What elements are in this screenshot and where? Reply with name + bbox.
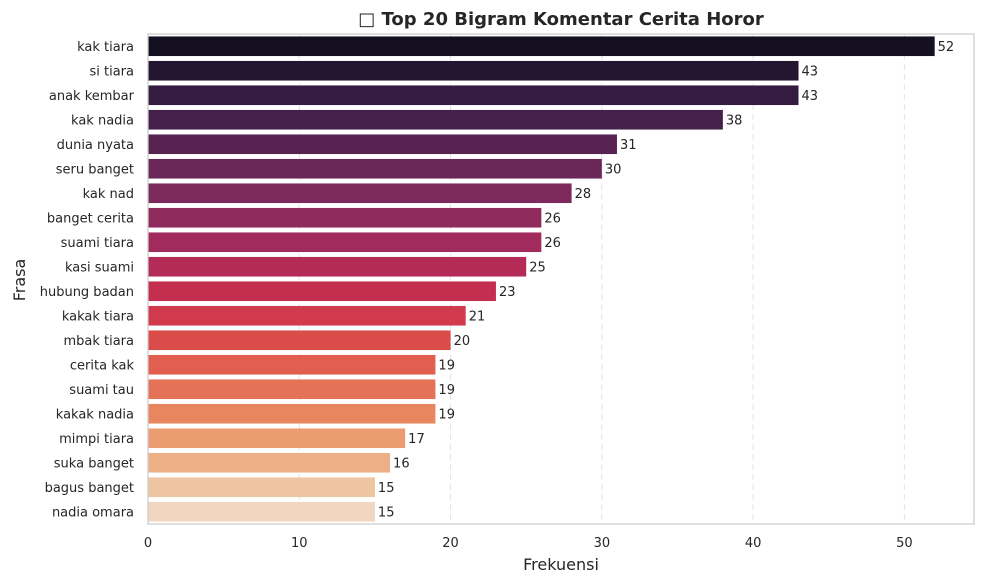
bar bbox=[148, 183, 572, 204]
category-label: mbak tiara bbox=[63, 334, 134, 349]
category-label: anak kembar bbox=[49, 89, 135, 104]
category-label: suka banget bbox=[54, 456, 134, 471]
value-label: 26 bbox=[544, 211, 561, 226]
bar bbox=[148, 134, 617, 155]
category-label: dunia nyata bbox=[57, 138, 134, 153]
value-label: 52 bbox=[938, 40, 955, 55]
value-label: 43 bbox=[802, 64, 819, 79]
value-label: 20 bbox=[454, 334, 471, 349]
bar bbox=[148, 428, 406, 449]
value-label: 25 bbox=[529, 260, 546, 275]
category-label: kak nad bbox=[83, 187, 134, 202]
category-label: nadia omara bbox=[52, 505, 134, 520]
value-label: 19 bbox=[438, 407, 455, 422]
value-label: 31 bbox=[620, 138, 637, 153]
category-label: mimpi tiara bbox=[59, 432, 134, 447]
category-label: seru banget bbox=[56, 162, 134, 177]
value-label: 19 bbox=[438, 358, 455, 373]
bar bbox=[148, 158, 602, 179]
value-label: 21 bbox=[469, 309, 486, 324]
category-label: kak nadia bbox=[71, 113, 134, 128]
value-label: 38 bbox=[726, 113, 743, 128]
value-label: 16 bbox=[393, 456, 410, 471]
category-label: banget cerita bbox=[47, 211, 134, 226]
category-label: kakak nadia bbox=[56, 407, 134, 422]
value-label: 23 bbox=[499, 285, 516, 300]
value-label: 28 bbox=[575, 187, 592, 202]
category-label: suami tau bbox=[69, 383, 134, 398]
category-label: si tiara bbox=[89, 64, 134, 79]
value-label: 15 bbox=[378, 481, 395, 496]
bar bbox=[148, 281, 496, 302]
value-label: 17 bbox=[408, 432, 425, 447]
value-label: 30 bbox=[605, 162, 622, 177]
category-label: kasi suami bbox=[65, 260, 134, 275]
x-tick-label: 30 bbox=[594, 536, 611, 551]
value-label: 19 bbox=[438, 383, 455, 398]
category-label: bagus banget bbox=[45, 481, 134, 496]
category-labels: kak tiara si tiara anak kembar kak nadia dun… bbox=[40, 40, 135, 521]
bars bbox=[148, 36, 935, 522]
y-axis-label: Frasa bbox=[10, 259, 29, 302]
value-label: 26 bbox=[544, 236, 561, 251]
value-label: 15 bbox=[378, 505, 395, 520]
bar bbox=[148, 109, 723, 130]
bar bbox=[148, 232, 542, 253]
chart-title: □ Top 20 Bigram Komentar Cerita Horor bbox=[358, 9, 764, 30]
x-axis-label: Frekuensi bbox=[523, 555, 599, 574]
bar bbox=[148, 60, 799, 81]
x-tick-label: 50 bbox=[896, 536, 913, 551]
x-tick-label: 10 bbox=[291, 536, 308, 551]
value-label: 43 bbox=[802, 89, 819, 104]
bar bbox=[148, 36, 935, 57]
bar bbox=[148, 501, 375, 522]
value-labels: 52 43 43 38 31 30 28 26 26 25 23 21 20 19 19 19 17 16 15 15 bbox=[378, 40, 954, 521]
category-label: kak tiara bbox=[77, 40, 134, 55]
category-label: cerita kak bbox=[70, 358, 135, 373]
x-tick-label: 40 bbox=[745, 536, 762, 551]
bar bbox=[148, 379, 436, 400]
bar bbox=[148, 207, 542, 228]
plot-frame bbox=[147, 33, 975, 525]
bar bbox=[148, 403, 436, 424]
x-tick-labels: 0 10 20 30 40 50 bbox=[144, 536, 913, 551]
category-label: hubung badan bbox=[40, 285, 134, 300]
x-tick-label: 0 bbox=[144, 536, 152, 551]
category-label: kakak tiara bbox=[62, 309, 134, 324]
bar bbox=[148, 256, 527, 277]
bar bbox=[148, 354, 436, 375]
grid-lines bbox=[298, 34, 905, 524]
bar bbox=[148, 477, 375, 498]
bar bbox=[148, 305, 466, 326]
bar bbox=[148, 452, 391, 473]
bar bbox=[148, 85, 799, 106]
category-label: suami tiara bbox=[61, 236, 134, 251]
x-tick-label: 20 bbox=[442, 536, 459, 551]
bar bbox=[148, 330, 451, 351]
